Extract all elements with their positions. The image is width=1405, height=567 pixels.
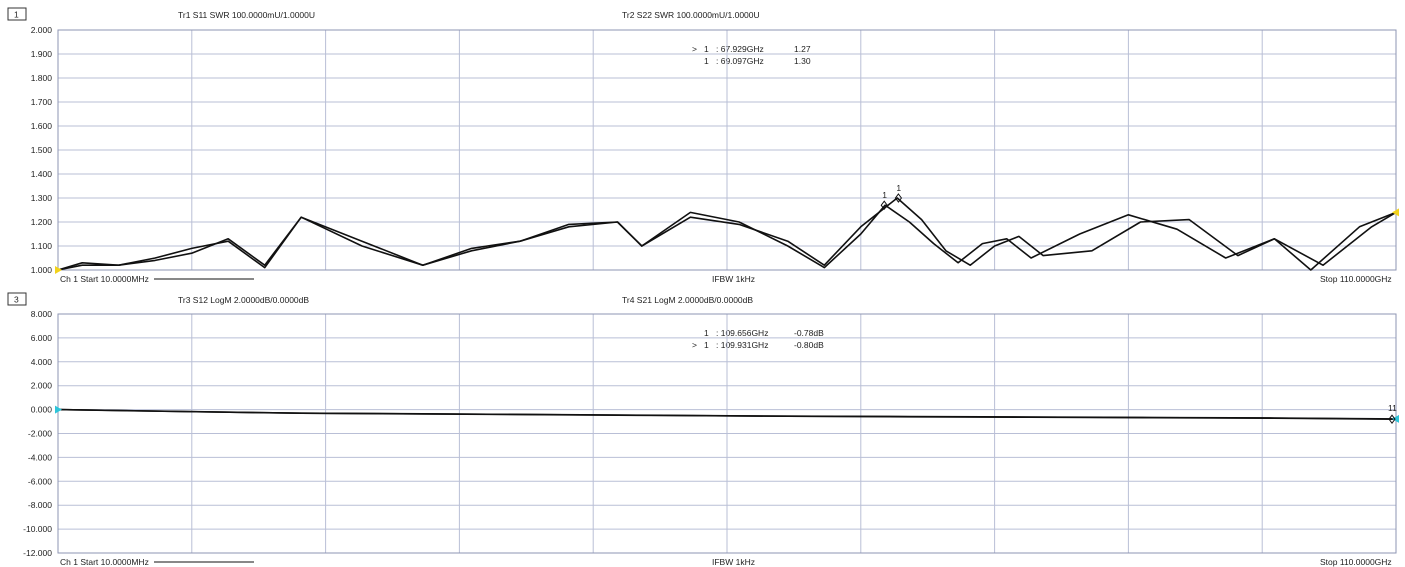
marker-row-4-value: -0.80dB [794,340,824,350]
panel-1-number: 1 [14,10,19,20]
panel-1-frame [57,29,1397,271]
plot-layer: 2.0001.9001.8001.7001.6001.5001.4001.300… [23,25,1399,558]
panel-1-number-box[interactable] [7,7,27,21]
marker-row-1-num: 1 [704,44,709,54]
trace-4-line [57,408,1397,420]
panel-3-stop-freq: Stop 110.0000GHz [1320,557,1392,567]
trace-4-label[interactable]: Tr4 S21 LogM 2.0000dB/0.0000dB [622,295,753,305]
trace-3-label[interactable]: Tr3 S12 LogM 2.0000dB/0.0000dB [178,295,309,305]
panel-2-end-marker [1392,414,1399,423]
panel-1-marker-table: > 1 : 67.929GHz 1.27 1 : 69.097GHz 1.30 [692,44,811,66]
panel-2-ytick-6: -4.000 [28,452,52,462]
panel-1-ytick-10: 1.000 [31,265,53,275]
marker-row-4-prefix: > [692,340,697,350]
panel-3-ifbw: IFBW 1kHz [712,557,755,567]
panel-1-start-freq: Ch 1 Start 10.0000MHz [60,274,149,284]
panel-2-ytick-10: -12.000 [23,548,52,558]
marker-row-3-value: -0.78dB [794,328,824,338]
marker-row-3-freq: : 109.656GHz [716,328,768,338]
panel-1-ytick-0: 2.000 [31,25,53,35]
marker-row-2-value: 1.30 [794,56,811,66]
panel-1-stop-freq: Stop 110.0000GHz [1320,274,1392,284]
panel-2-frame [57,313,1397,554]
trace-1-line [57,204,1397,271]
marker-row-1-prefix: > [692,44,697,54]
panel-1-ytick-3: 1.700 [31,97,53,107]
panel-2-start-marker [55,405,62,414]
marker-glyph-3 [1388,414,1396,424]
panel-2-ytick-0: 8.000 [31,309,53,319]
panel-3-header: 3 Tr3 S12 LogM 2.0000dB/0.0000dB Tr4 S21… [7,292,753,306]
panel-2-ytick-2: 4.000 [31,357,53,367]
marker-row-4-num: 1 [704,340,709,350]
marker-glyph-2 [894,193,903,203]
panel-2-ytick-8: -8.000 [28,500,52,510]
panel-1-ytick-4: 1.600 [31,121,53,131]
panel-1-start-marker [55,266,62,274]
marker-row-1-value: 1.27 [794,44,811,54]
panel-2-ytick-3: 2.000 [31,381,53,391]
panel-1-ytick-6: 1.400 [31,169,53,179]
panel-3-number: 3 [14,295,19,305]
panel-1-ytick-1: 1.900 [31,49,53,59]
panel-3-footer: Ch 1 Start 10.0000MHz IFBW 1kHz Stop 110… [60,557,1392,567]
panel-2-ytick-7: -6.000 [28,476,52,486]
panel-3-marker-table: 1 : 109.656GHz -0.78dB > 1 : 109.931GHz … [692,328,824,350]
panel-2-ytick-1: 6.000 [31,333,53,343]
panel-1-footer: Ch 1 Start 10.0000MHz IFBW 1kHz Stop 110… [60,274,1392,284]
panel-1-header: 1 Tr1 S11 SWR 100.0000mU/1.0000U Tr2 S22… [7,7,760,21]
panel-2-ytick-5: -2.000 [28,429,52,439]
marker-row-2-num: 1 [704,56,709,66]
marker-glyph-1 [880,200,888,211]
marker-row-1-freq: : 67.929GHz [716,44,764,54]
marker-row-2-freq: : 69.097GHz [716,56,764,66]
panel-1-ytick-9: 1.100 [31,241,53,251]
trace-2-line [57,197,1397,271]
panel-1-ytick-5: 1.500 [31,145,53,155]
panel-2-ytick-9: -10.000 [23,524,52,534]
marker-tag-1: 1 [882,190,887,200]
panel-1-ytick-8: 1.200 [31,217,53,227]
panel-2-ytick-4: 0.000 [31,405,53,415]
panel-3-start-freq: Ch 1 Start 10.0000MHz [60,557,149,567]
panel-1-ytick-2: 1.800 [31,73,53,83]
marker-row-4-freq: : 109.931GHz [716,340,768,350]
panel-1-ifbw: IFBW 1kHz [712,274,755,284]
marker-tag-2: 1 [896,183,901,193]
trace-2-label[interactable]: Tr2 S22 SWR 100.0000mU/1.0000U [622,10,760,20]
marker-tag-3: 11 [1388,403,1397,413]
panel-3-number-box[interactable] [7,292,27,306]
marker-row-3-num: 1 [704,328,709,338]
panel-1-end-marker [1392,208,1399,217]
trace-1-label[interactable]: Tr1 S11 SWR 100.0000mU/1.0000U [178,10,315,20]
panel-1-ytick-7: 1.300 [31,193,53,203]
